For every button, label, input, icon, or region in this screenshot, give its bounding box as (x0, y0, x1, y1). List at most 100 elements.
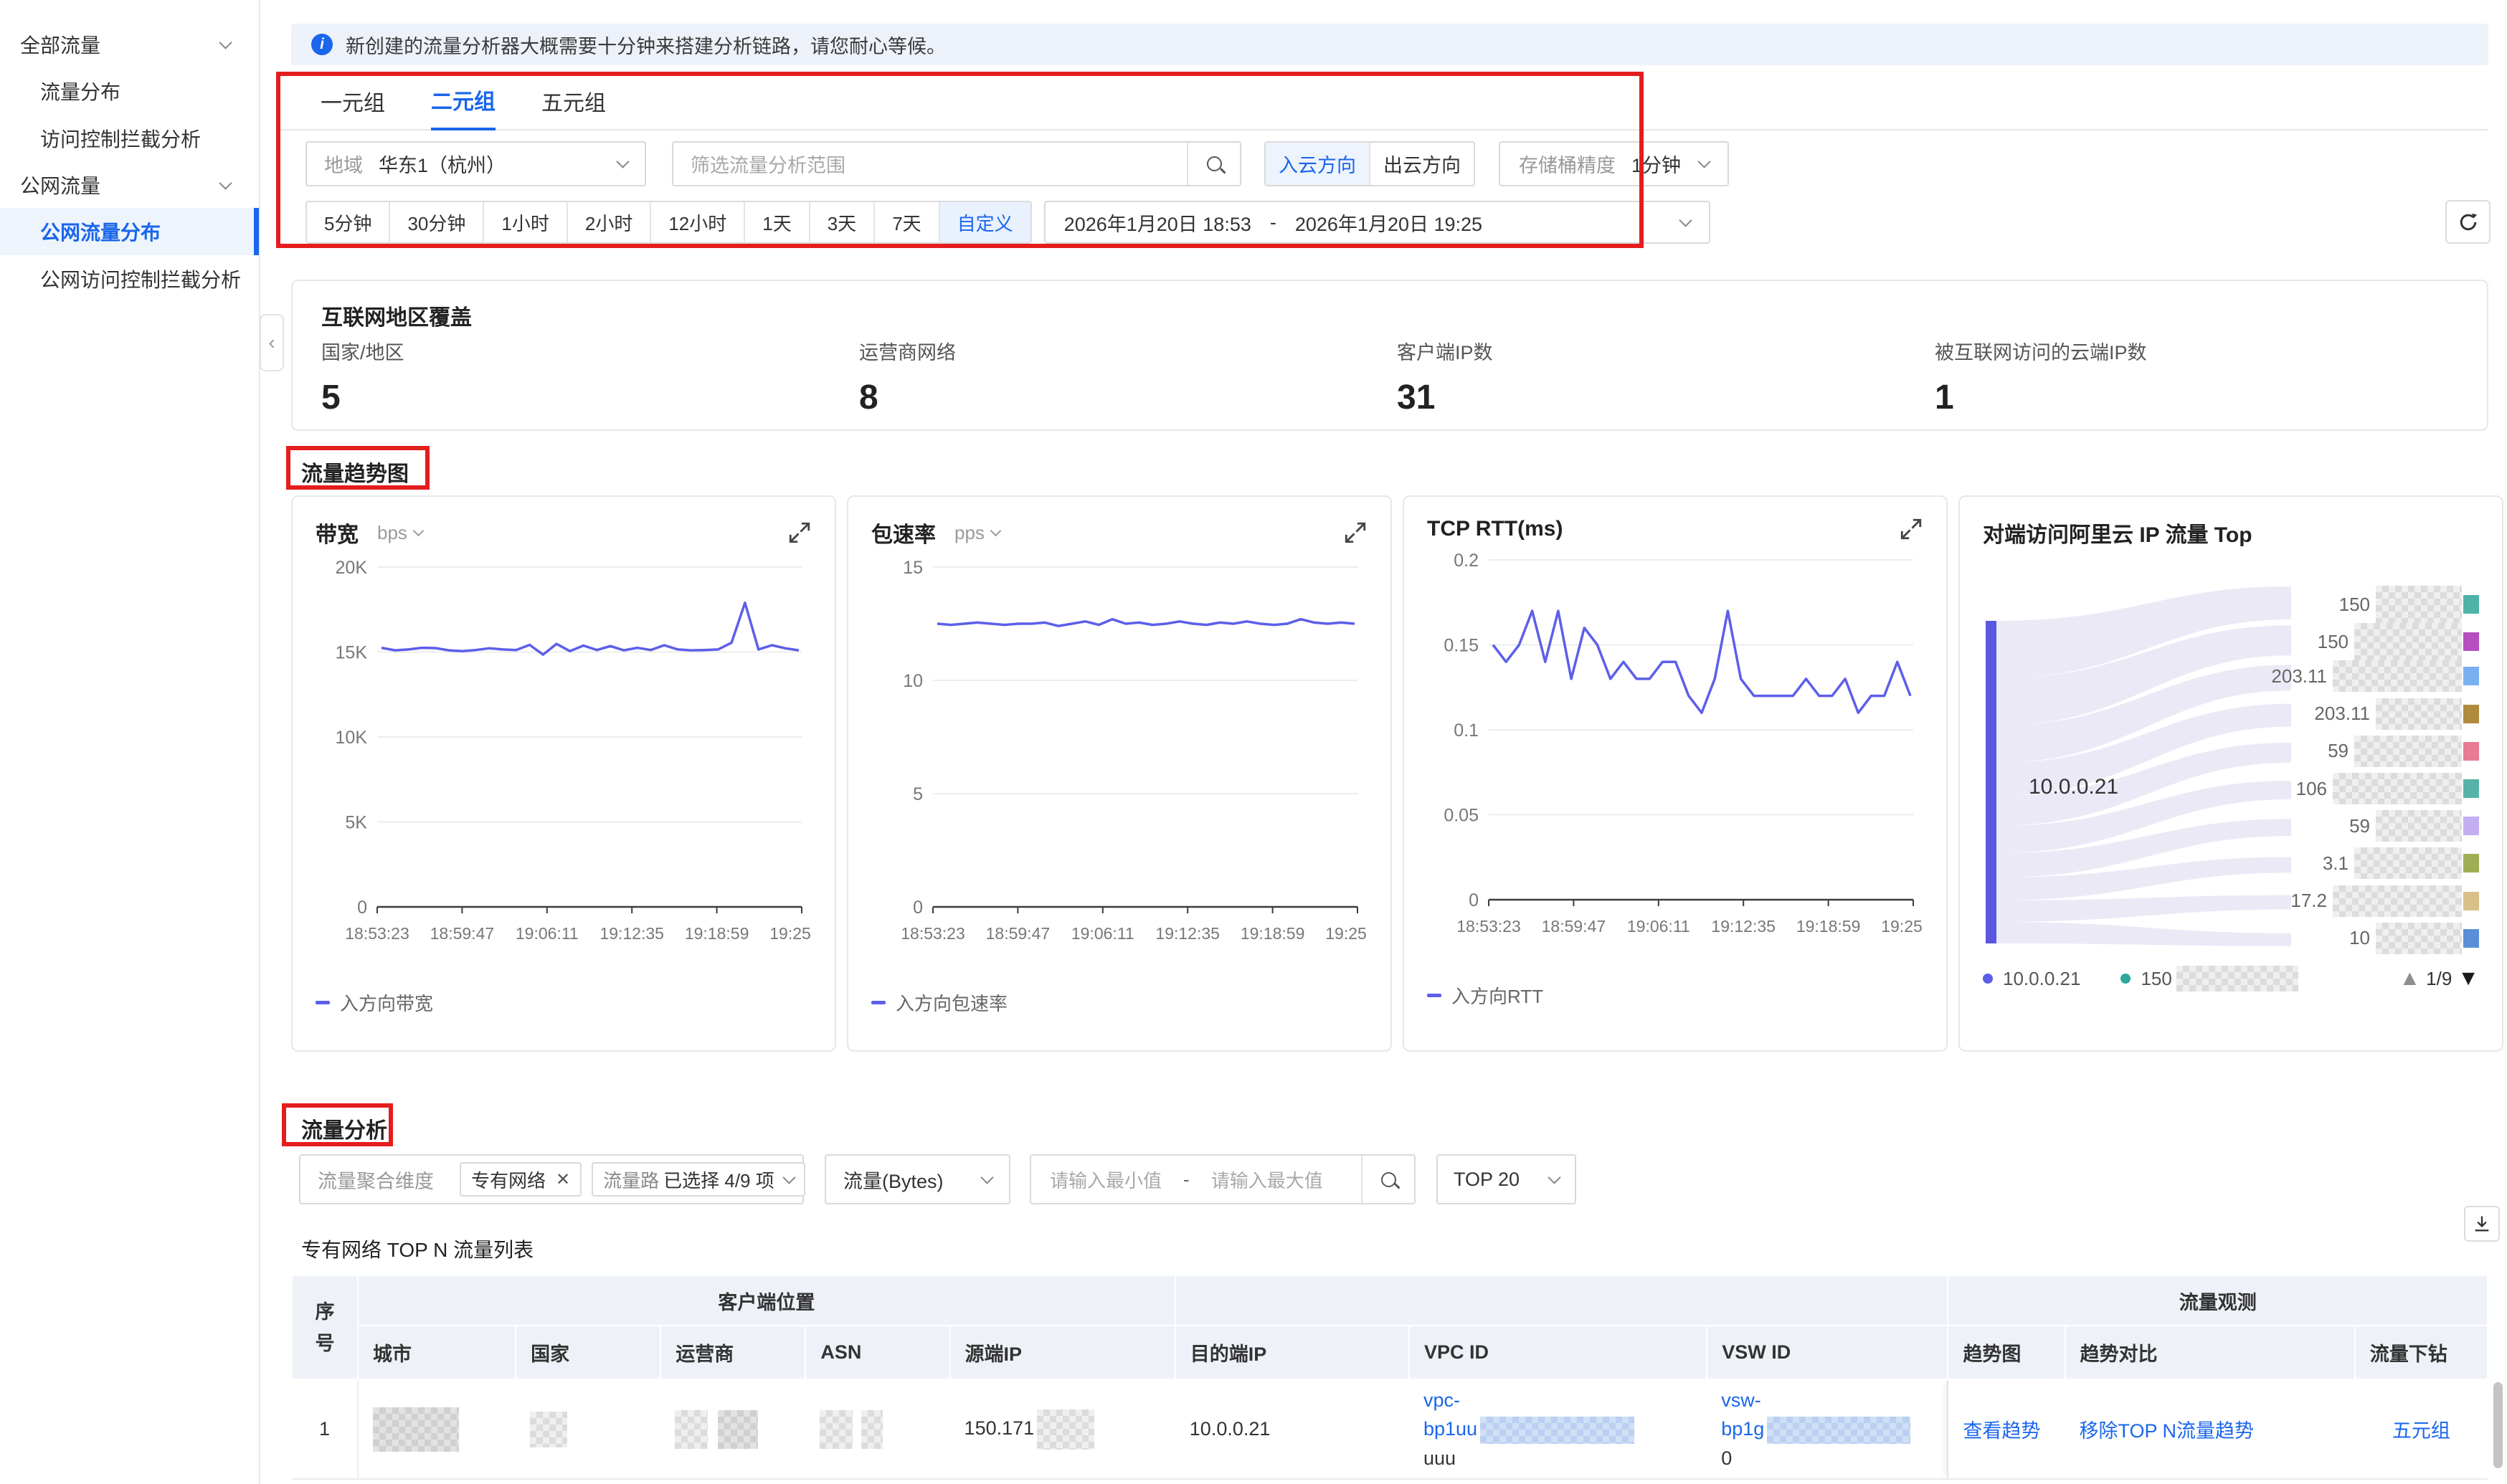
direction-option[interactable]: 出云方向 (1369, 143, 1474, 185)
close-icon[interactable]: ✕ (556, 1169, 570, 1190)
date-range-picker[interactable]: 2026年1月20日 18:53 - 2026年1月20日 19:25 (1044, 201, 1710, 244)
sidebar-collapse-handle[interactable]: ‹ (260, 314, 284, 371)
remove-topn-trend-link[interactable]: 移除TOP N流量趋势 (2080, 1420, 2255, 1442)
time-range-button[interactable]: 12小时 (650, 202, 744, 242)
sidebar-group-public-traffic[interactable]: 公网流量 (0, 162, 259, 208)
vpc-id-link[interactable]: bp1uu (1423, 1414, 1692, 1444)
expand-icon[interactable] (787, 520, 812, 545)
chevron-down-icon (782, 1171, 795, 1184)
vpc-id-link[interactable]: vpc- (1423, 1386, 1692, 1414)
region-select[interactable]: 地域 华东1（杭州） (305, 141, 646, 186)
date-start: 2026年1月20日 18:53 (1064, 209, 1251, 237)
sankey-chart: 10.0.0.21 150150203.11203.1159106593.117… (1983, 553, 2479, 954)
svg-text:19:18:59: 19:18:59 (685, 924, 749, 943)
legend-dot-target (2120, 974, 2131, 984)
chart-card-top-flow-sankey: 对端访问阿里云 IP 流量 Top 10.0.0.21 150150203.11… (1958, 495, 2503, 1052)
view-trend-link[interactable]: 查看趋势 (1963, 1420, 2040, 1442)
vsw-id-link[interactable]: vsw- (1721, 1386, 1933, 1414)
time-range-button[interactable]: 30分钟 (389, 202, 483, 242)
col-header-country: 国家 (516, 1326, 660, 1379)
svg-text:18:59:47: 18:59:47 (986, 924, 1051, 943)
filter-row-primary: 地域 华东1（杭州） 筛选流量分析范围 入云方向出云方向 存储桶精度 1分钟 (305, 141, 1729, 186)
time-range-button[interactable]: 7天 (873, 202, 938, 242)
direction-option[interactable]: 入云方向 (1266, 143, 1369, 185)
coverage-stat: 客户端IP数31 (1397, 337, 1493, 417)
tab-五元组[interactable]: 五元组 (541, 73, 606, 129)
cell-trend: 查看趋势 (1948, 1379, 2065, 1479)
time-range-button[interactable]: 自定义 (939, 202, 1030, 242)
page-down-arrow[interactable]: ▼ (2458, 966, 2479, 991)
vpc-tag-chip[interactable]: 专有网络 ✕ (460, 1162, 582, 1197)
download-button[interactable] (2464, 1206, 2500, 1242)
sankey-target-row: 150 (2339, 586, 2479, 623)
range-search-button[interactable] (1361, 1156, 1414, 1203)
sidebar-item-public-acl-block-analysis[interactable]: 公网访问控制拦截分析 (0, 255, 259, 303)
svg-text:5K: 5K (345, 813, 367, 833)
unit-dropdown[interactable]: bps (377, 522, 422, 544)
sidebar-group-all-traffic[interactable]: 全部流量 (0, 22, 259, 67)
info-icon: i (311, 34, 333, 55)
tab-二元组[interactable]: 二元组 (431, 72, 496, 130)
col-header-city: 城市 (358, 1326, 516, 1379)
chevron-down-icon (219, 36, 232, 49)
time-range-button[interactable]: 3天 (809, 202, 873, 242)
min-value-input[interactable]: 请输入最小值 (1031, 1166, 1162, 1193)
download-icon (2472, 1214, 2492, 1234)
sankey-node-color-chip (2463, 892, 2479, 910)
sidebar-item-acl-block-analysis[interactable]: 访问控制拦截分析 (0, 115, 259, 162)
aggregation-dimension-select[interactable]: 流量聚合维度 专有网络 ✕ 流量路 已选择 4/9 项 (299, 1154, 804, 1204)
cell-index: 1 (292, 1379, 358, 1479)
group-header-observation: 流量观测 (1948, 1275, 2488, 1326)
search-button[interactable] (1187, 143, 1240, 185)
max-value-input[interactable]: 请输入最大值 (1211, 1166, 1323, 1193)
sidebar-item-public-traffic-distribution[interactable]: 公网流量分布 (0, 208, 259, 255)
page-up-arrow[interactable]: ▲ (2399, 966, 2420, 991)
expand-icon[interactable] (1343, 520, 1368, 545)
top-n-select[interactable]: TOP 20 (1436, 1154, 1576, 1204)
sidebar-item-traffic-distribution[interactable]: 流量分布 (0, 67, 259, 115)
stat-label: 国家/地区 (321, 337, 404, 365)
redacted-target-label (2354, 623, 2462, 660)
svg-text:15K: 15K (336, 643, 368, 663)
metric-select[interactable]: 流量(Bytes) (825, 1154, 1010, 1204)
stat-label: 运营商网络 (859, 337, 956, 365)
bucket-precision-select[interactable]: 存储桶精度 1分钟 (1499, 141, 1729, 186)
legend-swatch (1427, 994, 1441, 997)
table-scrollbar-thumb[interactable] (2493, 1382, 2503, 1468)
svg-text:10: 10 (903, 671, 923, 691)
svg-text:0: 0 (357, 898, 367, 918)
time-range-button[interactable]: 1天 (744, 202, 808, 242)
unit-dropdown[interactable]: pps (954, 522, 1000, 544)
tuple-tabs: 一元组二元组五元组 (276, 73, 2488, 130)
table-title: 专有网络 TOP N 流量列表 (301, 1235, 534, 1263)
time-range-button[interactable]: 1小时 (483, 202, 566, 242)
col-header-vsw-id: VSW ID (1707, 1326, 1948, 1379)
expand-icon[interactable] (1899, 517, 1923, 541)
col-header-source-ip: 源端IP (950, 1326, 1175, 1379)
time-range-button[interactable]: 5分钟 (307, 202, 389, 242)
col-header-dest-ip: 目的端IP (1175, 1326, 1409, 1379)
sankey-node-color-chip (2463, 742, 2479, 761)
path-multiselect-chip[interactable]: 流量路 已选择 4/9 项 (592, 1162, 805, 1197)
analysis-filter-row: 流量聚合维度 专有网络 ✕ 流量路 已选择 4/9 项 流量(Bytes) 请输… (291, 1154, 1576, 1204)
vsw-id-link[interactable]: bp1g (1721, 1414, 1933, 1444)
sidebar-group-label: 全部流量 (20, 30, 100, 59)
analysis-section-title: 流量分析 (301, 1113, 387, 1144)
sankey-node-color-chip (2463, 817, 2479, 835)
search-icon (1207, 156, 1222, 171)
tab-一元组[interactable]: 一元组 (321, 73, 385, 129)
time-range-button[interactable]: 2小时 (567, 202, 650, 242)
traffic-scope-search[interactable]: 筛选流量分析范围 (672, 141, 1241, 186)
svg-text:19:18:59: 19:18:59 (1241, 924, 1305, 943)
path-partial-text: 流量路 (603, 1166, 659, 1193)
svg-text:19:06:11: 19:06:11 (1627, 917, 1690, 936)
legend-label-target: 150 (2141, 968, 2171, 990)
five-tuple-link[interactable]: 五元组 (2392, 1420, 2450, 1442)
refresh-button[interactable] (2445, 200, 2491, 244)
chart-card-tcp-rtt: TCP RTT(ms) 0.20.150.10.05018:53:2318:59… (1403, 495, 1948, 1052)
redacted-vsw-id (1767, 1417, 1910, 1444)
range-separator: - (1183, 1169, 1190, 1191)
svg-text:0.2: 0.2 (1454, 551, 1479, 571)
chart-card-bandwidth: 带宽 bps 20K15K10K5K018:53:2318:59:4719:06… (291, 495, 836, 1052)
chart-title: 带宽 (316, 517, 359, 548)
